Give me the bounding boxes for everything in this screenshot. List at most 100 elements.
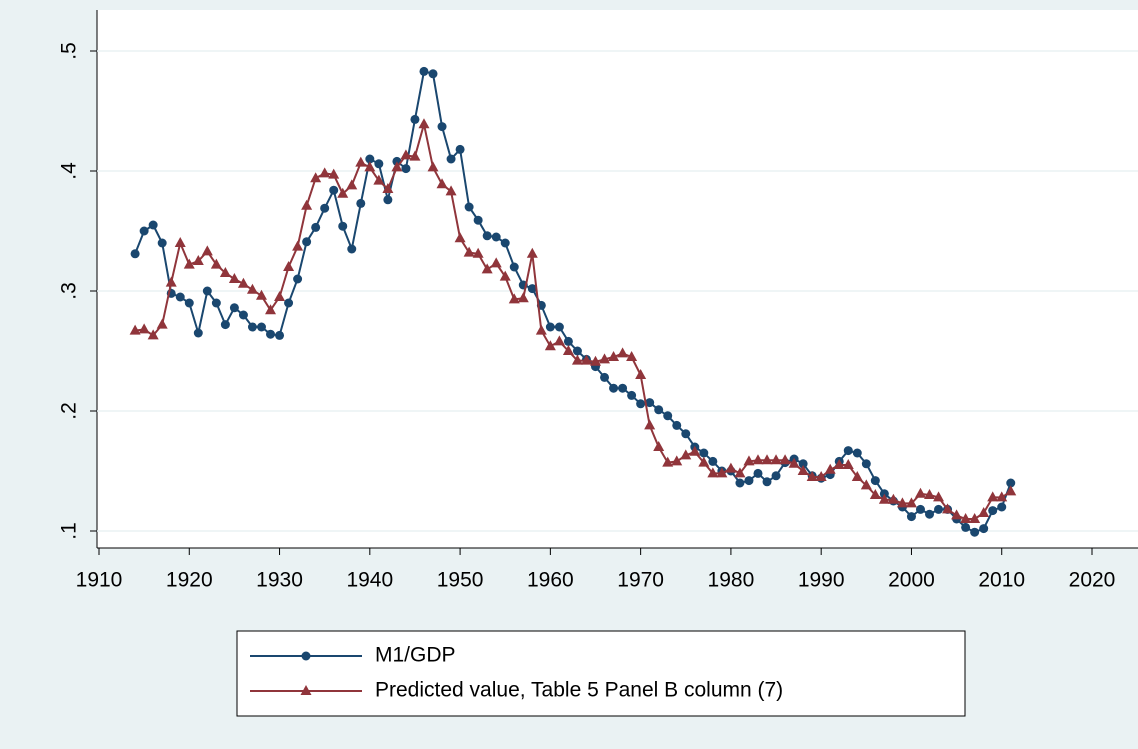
x-tick-label: 2020	[1069, 569, 1116, 592]
marker	[545, 322, 555, 332]
marker	[671, 455, 683, 466]
marker	[833, 459, 845, 469]
marker	[961, 522, 971, 532]
marker	[905, 497, 917, 508]
marker	[716, 467, 728, 478]
marker	[383, 195, 393, 205]
marker	[626, 351, 638, 361]
marker	[636, 399, 646, 409]
marker	[544, 340, 556, 351]
marker	[860, 479, 872, 490]
marker	[680, 449, 692, 460]
marker	[219, 267, 231, 277]
y-tick-label: .1	[58, 522, 81, 540]
marker	[815, 471, 827, 481]
marker	[202, 286, 212, 296]
marker	[275, 330, 285, 340]
marker	[364, 161, 376, 172]
marker	[914, 487, 926, 498]
marker	[129, 324, 141, 335]
marker	[391, 161, 403, 172]
marker	[925, 509, 935, 519]
x-tick-label: 1960	[527, 569, 574, 592]
marker	[553, 335, 565, 346]
marker	[744, 476, 754, 486]
marker	[843, 446, 853, 456]
marker	[446, 154, 456, 164]
marker	[500, 238, 510, 248]
marker	[463, 246, 475, 257]
marker	[454, 232, 466, 243]
x-tick-label: 1910	[76, 569, 123, 592]
marker	[301, 199, 313, 210]
marker	[734, 467, 746, 478]
marker	[627, 390, 637, 400]
marker	[600, 372, 610, 382]
marker	[608, 351, 620, 361]
marker	[978, 507, 990, 517]
marker	[887, 493, 899, 504]
marker	[293, 274, 303, 284]
legend-label: Predicted value, Table 5 Panel B column …	[375, 679, 783, 702]
marker	[193, 328, 203, 338]
marker	[365, 154, 375, 164]
marker	[933, 491, 945, 502]
marker	[274, 291, 286, 301]
marker	[662, 456, 674, 467]
marker	[654, 405, 664, 415]
marker	[481, 263, 493, 274]
marker	[698, 456, 710, 467]
marker	[401, 164, 411, 174]
marker	[788, 457, 800, 468]
marker	[211, 298, 221, 308]
marker	[473, 215, 483, 225]
marker	[428, 69, 438, 79]
marker	[852, 448, 862, 458]
marker	[725, 462, 737, 473]
legend	[236, 630, 966, 717]
marker	[255, 289, 267, 300]
marker	[707, 467, 719, 478]
marker	[988, 506, 998, 516]
marker	[139, 226, 149, 236]
marker	[472, 247, 484, 258]
marker	[554, 322, 564, 332]
marker	[969, 513, 981, 523]
marker	[842, 459, 854, 469]
marker	[184, 298, 194, 308]
marker	[743, 455, 755, 466]
marker	[174, 237, 186, 247]
marker	[572, 346, 582, 356]
marker	[337, 187, 349, 198]
x-tick-label: 1930	[256, 569, 303, 592]
marker	[824, 463, 836, 474]
marker	[338, 221, 348, 231]
marker	[870, 476, 880, 486]
marker	[210, 258, 222, 269]
marker	[771, 471, 781, 481]
marker	[970, 527, 980, 537]
y-tick-label: .5	[58, 42, 81, 60]
marker	[924, 489, 936, 499]
x-tick-label: 1920	[166, 569, 213, 592]
marker	[590, 355, 601, 366]
marker	[699, 448, 709, 458]
marker	[861, 459, 871, 469]
marker	[328, 168, 340, 179]
marker	[283, 261, 295, 271]
marker	[436, 178, 448, 189]
marker	[311, 222, 321, 232]
marker	[869, 489, 881, 499]
marker	[157, 238, 167, 248]
marker	[681, 429, 691, 439]
marker	[228, 273, 240, 283]
marker	[246, 283, 258, 294]
marker	[256, 322, 266, 332]
marker	[571, 354, 583, 365]
plot-area	[97, 10, 1138, 548]
marker	[1006, 478, 1016, 488]
y-tick-label: .4	[58, 162, 81, 180]
marker	[302, 237, 312, 247]
marker	[806, 471, 818, 481]
